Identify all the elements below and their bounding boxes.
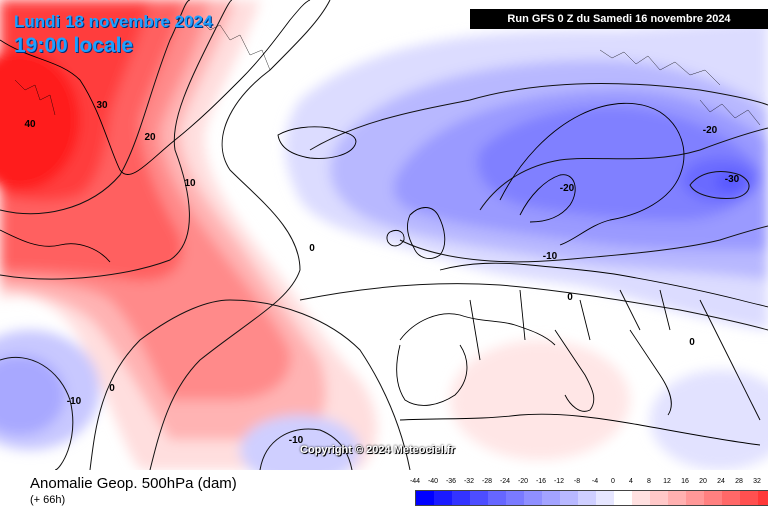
colorbar-tick-label: -28: [481, 478, 493, 485]
colorbar-tick-label: 32: [753, 478, 761, 485]
colorbar-tick-label: -20: [517, 478, 529, 485]
colorbar-swatch: [668, 491, 686, 505]
anomaly-map: 40 30 20 10 0 0 0 0 -10 -10 -10 -20 -20 …: [0, 0, 768, 470]
colorbar-swatch: [704, 491, 722, 505]
forecast-lead: (+ 66h): [30, 494, 66, 506]
contour-label: 0: [309, 243, 315, 254]
colorbar-swatch: [542, 491, 560, 505]
colorbar-swatch: [506, 491, 524, 505]
colorbar-swatch: [650, 491, 668, 505]
colorbar-swatch: [758, 491, 768, 505]
contour-label: 20: [144, 132, 156, 143]
contour-label: 10: [184, 178, 196, 189]
contour-label: 30: [96, 100, 108, 111]
contour-label: -10: [67, 396, 82, 407]
contour-label: 0: [109, 383, 115, 394]
colorbar-swatch: [722, 491, 740, 505]
colorbar-tick-label: 20: [699, 478, 707, 485]
run-banner: Run GFS 0 Z du Samedi 16 novembre 2024: [470, 9, 768, 29]
colorbar-swatch: [596, 491, 614, 505]
colorbar-swatch: [614, 491, 632, 505]
contour-label: 40: [24, 119, 36, 130]
colorbar-tick-label: 4: [629, 478, 633, 485]
colorbar-tick-label: -36: [445, 478, 457, 485]
colorbar-tick-label: -24: [499, 478, 511, 485]
contour-label: -20: [703, 125, 718, 136]
colorbar-tick-label: 0: [611, 478, 615, 485]
copyright: Copyright © 2024 Meteociel.fr: [300, 444, 455, 456]
forecast-date: Lundi 18 novembre 2024: [14, 12, 213, 31]
colorbar-tick-label: -8: [573, 478, 581, 485]
map-title: Anomalie Geop. 500hPa (dam): [30, 475, 237, 492]
contour-label: -10: [289, 435, 304, 446]
colorbar-swatch: [488, 491, 506, 505]
colorbar-tick-label: 8: [647, 478, 651, 485]
colorbar-swatch: [452, 491, 470, 505]
colorbar-tick-label: 24: [717, 478, 725, 485]
colorbar: [415, 490, 768, 506]
colorbar-swatch: [740, 491, 758, 505]
colorbar-swatch: [416, 491, 434, 505]
colorbar-tick-label: -12: [553, 478, 565, 485]
colorbar-tick-label: 28: [735, 478, 743, 485]
colorbar-tick-label: 12: [663, 478, 671, 485]
colorbar-tick-label: 16: [681, 478, 689, 485]
colorbar-swatch: [524, 491, 542, 505]
contour-label: -10: [543, 251, 558, 262]
colorbar-swatch: [470, 491, 488, 505]
contour-label: -30: [725, 174, 740, 185]
colorbar-swatch: [560, 491, 578, 505]
colorbar-tick-label: -44: [409, 478, 421, 485]
colorbar-tick-label: -40: [427, 478, 439, 485]
colorbar-tick-label: -32: [463, 478, 475, 485]
colorbar-swatch: [632, 491, 650, 505]
colorbar-swatch: [578, 491, 596, 505]
colorbar-tick-label: -16: [535, 478, 547, 485]
forecast-time: 19:00 locale: [14, 34, 134, 57]
colorbar-swatch: [686, 491, 704, 505]
colorbar-tick-label: -4: [591, 478, 599, 485]
colorbar-swatch: [434, 491, 452, 505]
contour-label: 0: [689, 337, 695, 348]
contour-label: -20: [560, 183, 575, 194]
contour-label: 0: [567, 292, 573, 303]
